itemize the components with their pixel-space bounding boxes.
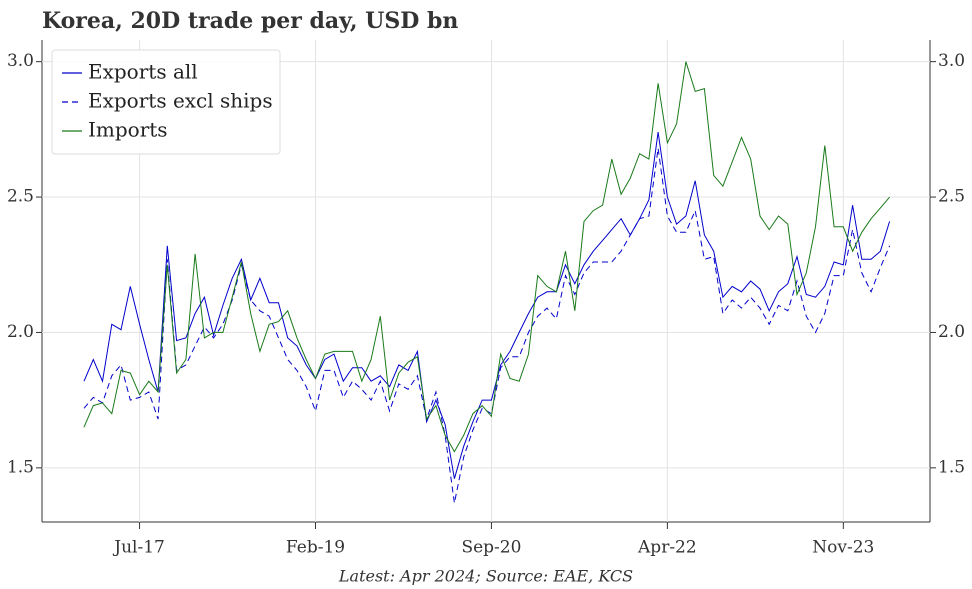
y-tick-label: 3.0	[7, 51, 34, 71]
y-tick-label: 1.5	[7, 457, 34, 477]
y2-tick-label: 2.0	[938, 322, 965, 342]
legend-box	[51, 49, 281, 155]
series-line	[83, 132, 891, 479]
y2-tick-label: 3.0	[938, 51, 965, 71]
x-tick-label: Nov-23	[812, 538, 874, 558]
footnote: Latest: Apr 2024; Source: EAE, KCS	[338, 567, 633, 586]
legend-label: Exports excl ships	[88, 89, 273, 113]
x-tick-label: Feb-19	[286, 538, 345, 558]
chart-title: Korea, 20D trade per day, USD bn	[42, 8, 458, 34]
y2-tick-label: 2.5	[938, 187, 965, 207]
series-line	[83, 148, 891, 504]
y-tick-label: 2.5	[7, 187, 34, 207]
y2-tick-label: 1.5	[938, 457, 965, 477]
x-tick-label: Jul-17	[112, 538, 165, 558]
x-tick-label: Sep-20	[461, 538, 521, 558]
legend-label: Imports	[88, 118, 168, 142]
y-tick-label: 2.0	[7, 322, 34, 342]
series-line	[83, 61, 890, 453]
x-tick-label: Apr-22	[637, 538, 697, 558]
legend-label: Exports all	[88, 60, 198, 84]
